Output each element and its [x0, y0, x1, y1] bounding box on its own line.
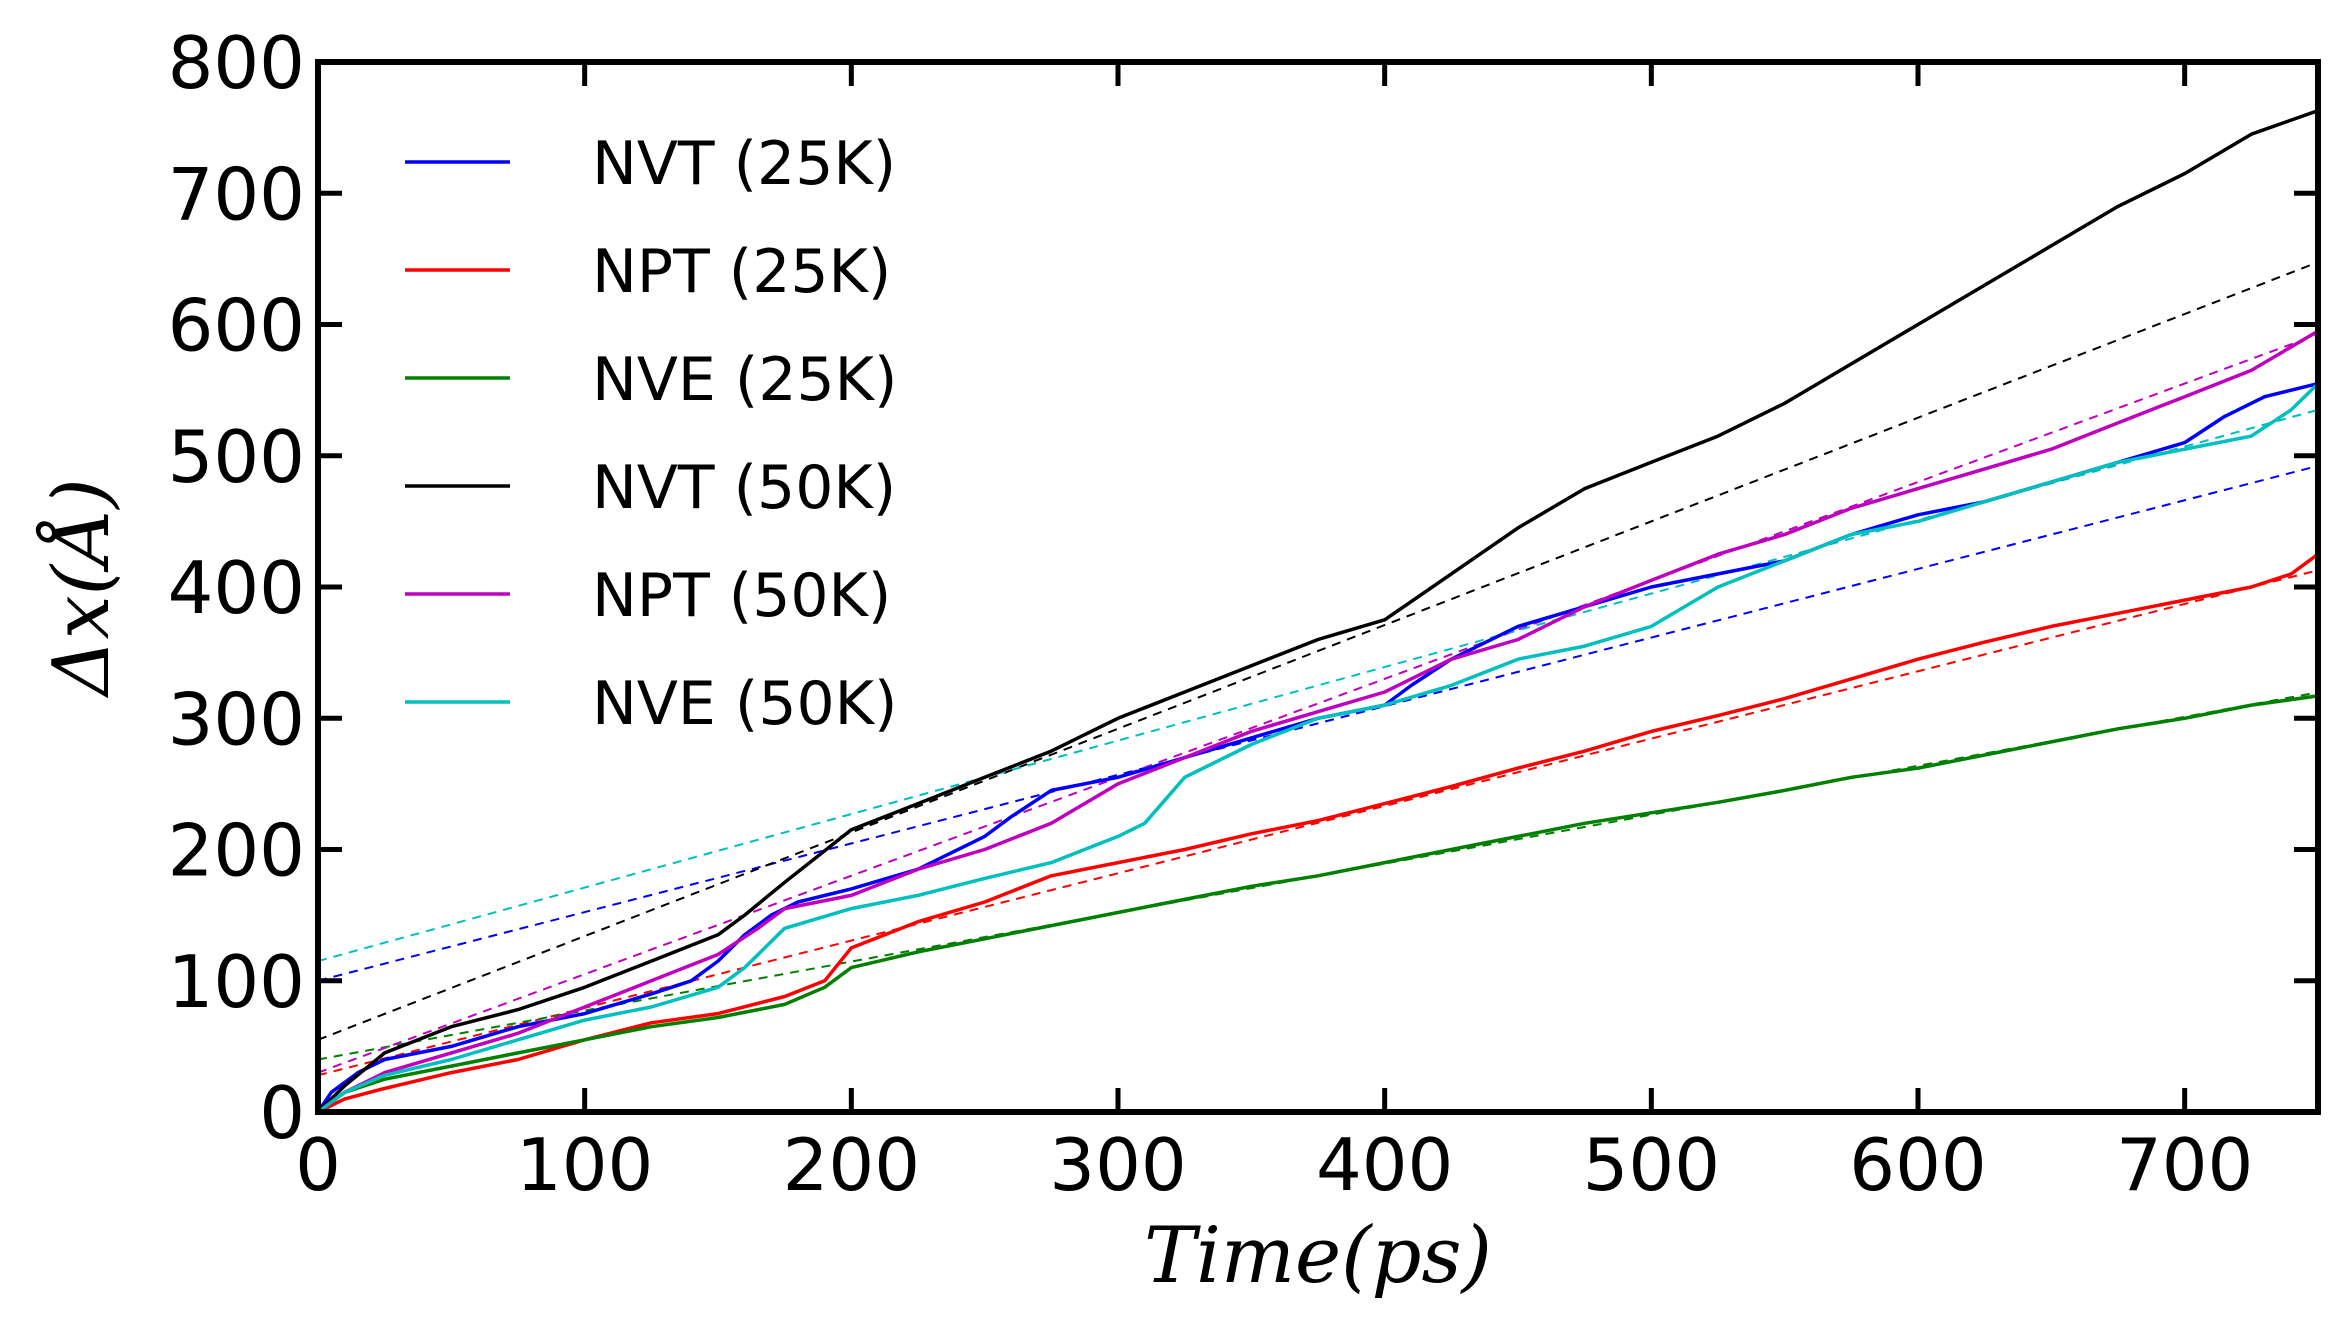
x-tick-label: 500	[1583, 1123, 1720, 1207]
y-axis-label: Δx(Å)	[35, 478, 127, 699]
legend-label-4: NPT (50K)	[592, 561, 891, 631]
data-lines	[316, 108, 2320, 1114]
x-tick-label: 300	[1049, 1123, 1186, 1207]
legend-label-2: NVE (25K)	[592, 345, 897, 415]
x-tick-label: 100	[516, 1123, 653, 1207]
x-tick-label: 400	[1316, 1123, 1453, 1207]
x-tick-label: 200	[783, 1123, 920, 1207]
x-tick-label: 700	[2116, 1123, 2253, 1207]
x-tick-label: 600	[1849, 1123, 1986, 1207]
fit-line-1	[317, 569, 2319, 1077]
legend-label-3: NVT (50K)	[592, 453, 896, 523]
x-axis-label: Time(ps)	[1144, 1211, 1492, 1301]
y-tick-label: 200	[168, 809, 305, 893]
y-tick-label: 700	[168, 152, 305, 236]
y-tick-label: 500	[168, 415, 305, 499]
y-tick-label: 800	[168, 21, 305, 105]
y-tick-label: 0	[259, 1071, 305, 1155]
y-tick-label: 100	[168, 940, 305, 1024]
series-line-2	[316, 694, 2319, 1114]
series-line-5	[316, 382, 2320, 1114]
y-tick-label: 600	[168, 284, 305, 368]
y-tick-label: 300	[168, 677, 305, 761]
fit-line-4	[317, 333, 2319, 1074]
fit-line-3	[317, 261, 2319, 1041]
x-tick-label: 0	[295, 1123, 341, 1207]
legend-label-5: NVE (50K)	[592, 669, 897, 739]
series-line-3	[316, 108, 2319, 1114]
legend-label-0: NVT (25K)	[592, 129, 896, 199]
fit-line-0	[317, 464, 2319, 982]
legend-label-1: NPT (25K)	[592, 237, 891, 307]
x-ticks: 0 100 200 300 400 500 600 700	[295, 62, 2253, 1207]
series-line-1	[317, 552, 2320, 1114]
series-line-4	[316, 329, 2319, 1114]
y-ticks: 0 100 200 300 400 500 600 700 800	[168, 21, 2318, 1155]
legend: NVT (25K) NPT (25K) NVE (25K) NVT (50K) NPT …	[405, 129, 897, 739]
y-tick-label: 400	[168, 546, 305, 630]
